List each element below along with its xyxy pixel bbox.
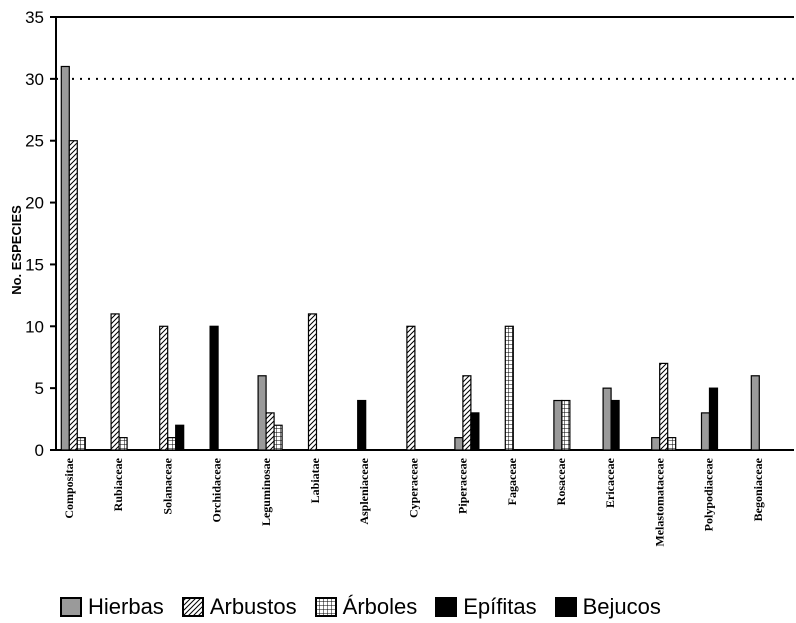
y-tick-label: 25 [25, 132, 44, 151]
bar-diagonal-compositae [68, 140, 78, 451]
bar-grid-rubiaceae [118, 437, 128, 451]
bar-gray-compositae [60, 65, 70, 451]
y-tick-label: 35 [25, 8, 44, 27]
bar-black-solanaceae [175, 424, 185, 451]
legend-item: Arbustos [181, 594, 297, 620]
category-label: Solanaceae [160, 457, 174, 514]
bar-diagonal-solanaceae [159, 325, 169, 451]
category-label: Rosaceae [554, 457, 568, 505]
bar-grid-fagaceae [504, 325, 514, 451]
category-label: Ericaceae [603, 457, 617, 508]
category-label: Cyperaceae [406, 457, 420, 518]
legend-swatch [314, 597, 337, 617]
bar-grid-rosaceae [561, 399, 571, 451]
legend-label: Hierbas [88, 594, 164, 619]
legend-swatch [435, 597, 458, 617]
legend-swatch [181, 597, 204, 617]
y-tick-label: 20 [25, 194, 44, 213]
category-label: Orchidaceae [210, 457, 224, 522]
legend-label: Bejucos [582, 594, 661, 619]
legend-item: Epífitas [435, 594, 537, 620]
y-axis-label: No. ESPECIES [9, 205, 24, 295]
bar-gray-polypodiaceae [700, 412, 711, 451]
bar-grid-compositae [76, 437, 86, 451]
bar-black-ericaceae [610, 399, 620, 451]
category-label: Piperaceae [456, 457, 470, 514]
category-label: Compositae [62, 457, 76, 518]
legend-item: Hierbas [60, 594, 164, 620]
legend-label: Árboles [342, 594, 418, 619]
bar-gray-begoniaceae [750, 375, 760, 451]
bar-diagonal-cyperaceae [406, 325, 416, 451]
category-label: Rubiaceae [111, 457, 125, 511]
legend-swatch [60, 597, 82, 617]
bar-gray-rosaceae [553, 399, 563, 451]
y-tick-label: 5 [35, 379, 44, 398]
bar-diagonal-labiatae [307, 313, 318, 451]
legend-swatch [554, 597, 577, 617]
category-labels: Compositae Rubiaceae Solanaceae Orchidaceae… [62, 457, 765, 546]
category-label: Melastomataceae [652, 457, 666, 546]
legend-item: Bejucos [554, 594, 661, 620]
bar-black-orchidaceae [209, 325, 219, 451]
y-tick-label: 10 [25, 317, 44, 336]
bar-grid-melastomataceae [667, 437, 677, 451]
bar-diagonal-leguminosae [265, 412, 275, 451]
bar-gray-leguminosae [257, 375, 267, 451]
y-tick-label: 0 [35, 441, 44, 460]
legend-label: Epífitas [463, 594, 537, 619]
bar-grid-leguminosae [273, 424, 283, 451]
category-label: Begoniaceae [751, 457, 765, 521]
bar-diagonal-melastomataceae [659, 362, 669, 451]
bar-diagonal-rubiaceae [110, 313, 120, 451]
bars [60, 65, 760, 451]
y-tick-label: 15 [25, 255, 44, 274]
category-label: Leguminosae [259, 457, 273, 526]
category-label: Labiatae [308, 457, 322, 503]
y-tick-label: 30 [25, 70, 44, 89]
legend-label: Arbustos [209, 594, 297, 619]
bar-gray-ericaceae [602, 387, 612, 451]
bar-black-polypodiaceae [708, 387, 719, 451]
bar-black-aspleniaceae [357, 399, 367, 451]
category-label: Aspleniaceae [357, 457, 371, 524]
legend-item: Árboles [314, 594, 418, 620]
bar-gray-melastomataceae [651, 437, 661, 451]
bar-diagonal-piperaceae [462, 375, 472, 451]
y-ticks: 0 5 10 15 20 25 30 35 [25, 8, 56, 460]
category-label: Fagaceae [505, 457, 519, 505]
bar-grid-solanaceae [167, 437, 177, 451]
bar-black-piperaceae [470, 412, 480, 451]
category-label: Polypodiaceae [702, 457, 716, 531]
legend: Hierbas Arbustos Árboles Epífitas Bejucos [60, 594, 661, 620]
bar-gray-piperaceae [454, 437, 464, 451]
